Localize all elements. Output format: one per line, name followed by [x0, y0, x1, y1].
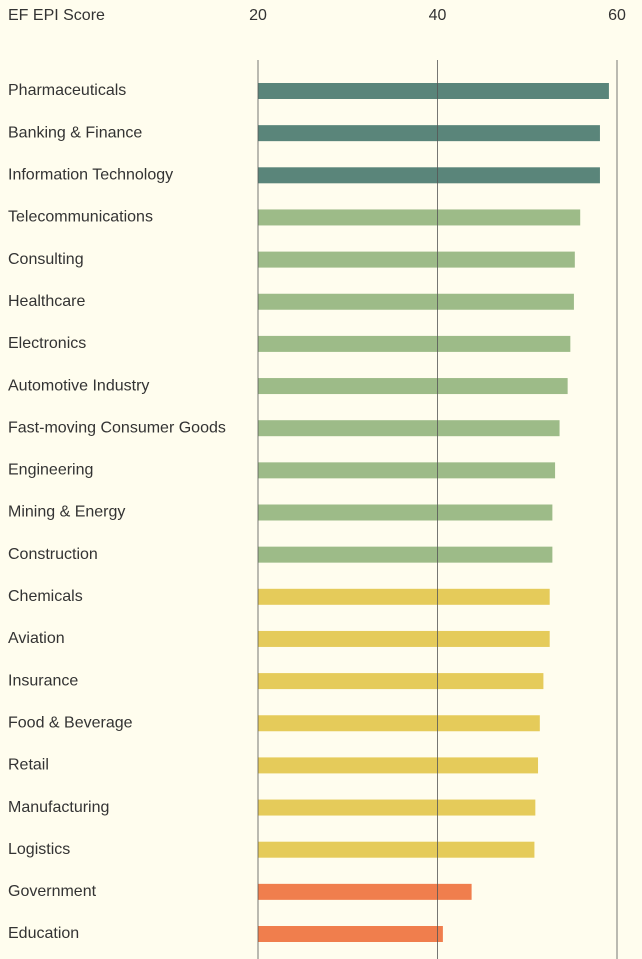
- bar: [258, 293, 574, 310]
- category-label: Automotive Industry: [8, 377, 149, 394]
- bar: [258, 83, 609, 99]
- bar: [258, 715, 540, 732]
- x-tick-label: 60: [608, 7, 626, 24]
- bar: [258, 926, 443, 942]
- category-label: Engineering: [8, 462, 93, 479]
- bar: [258, 799, 536, 816]
- category-label: Pharmaceuticals: [8, 82, 126, 99]
- category-label: Telecommunications: [8, 209, 153, 226]
- category-label: Chemicals: [8, 588, 83, 605]
- bar: [258, 546, 553, 563]
- bar: [258, 378, 568, 395]
- category-label: Education: [8, 925, 79, 942]
- category-label: Fast-moving Consumer Goods: [8, 419, 226, 436]
- category-label: Aviation: [8, 630, 65, 647]
- category-label: Food & Beverage: [8, 714, 133, 731]
- category-label: Logistics: [8, 841, 70, 858]
- bar: [258, 504, 553, 521]
- category-label: Insurance: [8, 672, 78, 689]
- bar: [258, 588, 550, 605]
- bar: [258, 125, 600, 142]
- bar: [258, 335, 571, 352]
- bar: [258, 420, 560, 437]
- bar: [258, 462, 556, 479]
- bar: [258, 883, 472, 900]
- bar: [258, 251, 575, 268]
- bar: [258, 841, 535, 858]
- bar: [258, 209, 581, 226]
- bar: [258, 630, 550, 647]
- x-tick-label: 20: [249, 7, 267, 24]
- bar: [258, 167, 600, 184]
- category-label: Electronics: [8, 335, 86, 352]
- axis-title: EF EPI Score: [8, 7, 105, 24]
- category-label: Banking & Finance: [8, 124, 142, 141]
- bar: [258, 757, 539, 774]
- category-label: Construction: [8, 546, 98, 563]
- category-label: Retail: [8, 757, 49, 774]
- bar: [258, 673, 544, 690]
- category-label: Healthcare: [8, 293, 85, 310]
- category-label: Government: [8, 883, 97, 900]
- category-label: Information Technology: [8, 167, 173, 184]
- category-label: Consulting: [8, 251, 84, 268]
- category-label: Mining & Energy: [8, 504, 125, 521]
- category-label: Manufacturing: [8, 799, 109, 816]
- x-tick-label: 40: [429, 7, 447, 24]
